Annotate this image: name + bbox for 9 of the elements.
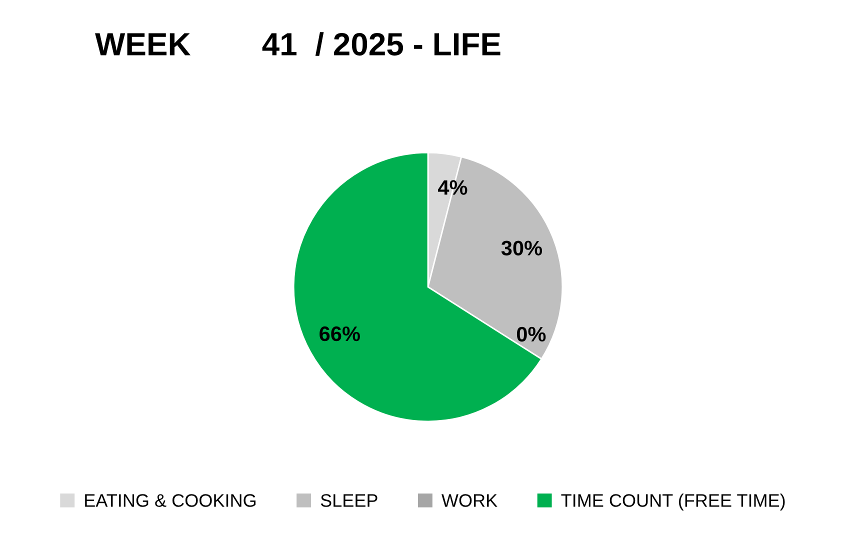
legend-label: TIME COUNT (FREE TIME): [561, 494, 785, 510]
text: 0%: [516, 326, 546, 342]
chart-title: WEEK 41 / 2025 - LIFE: [95, 32, 500, 56]
legend-label: EATING & COOKING: [85, 494, 256, 507]
data-label: 4%: [438, 180, 468, 195]
data-label: 30%: [501, 240, 542, 256]
legend-label: WORK: [442, 494, 498, 507]
legend-label: SLEEP: [320, 494, 378, 507]
data-label: 66%: [320, 326, 360, 342]
